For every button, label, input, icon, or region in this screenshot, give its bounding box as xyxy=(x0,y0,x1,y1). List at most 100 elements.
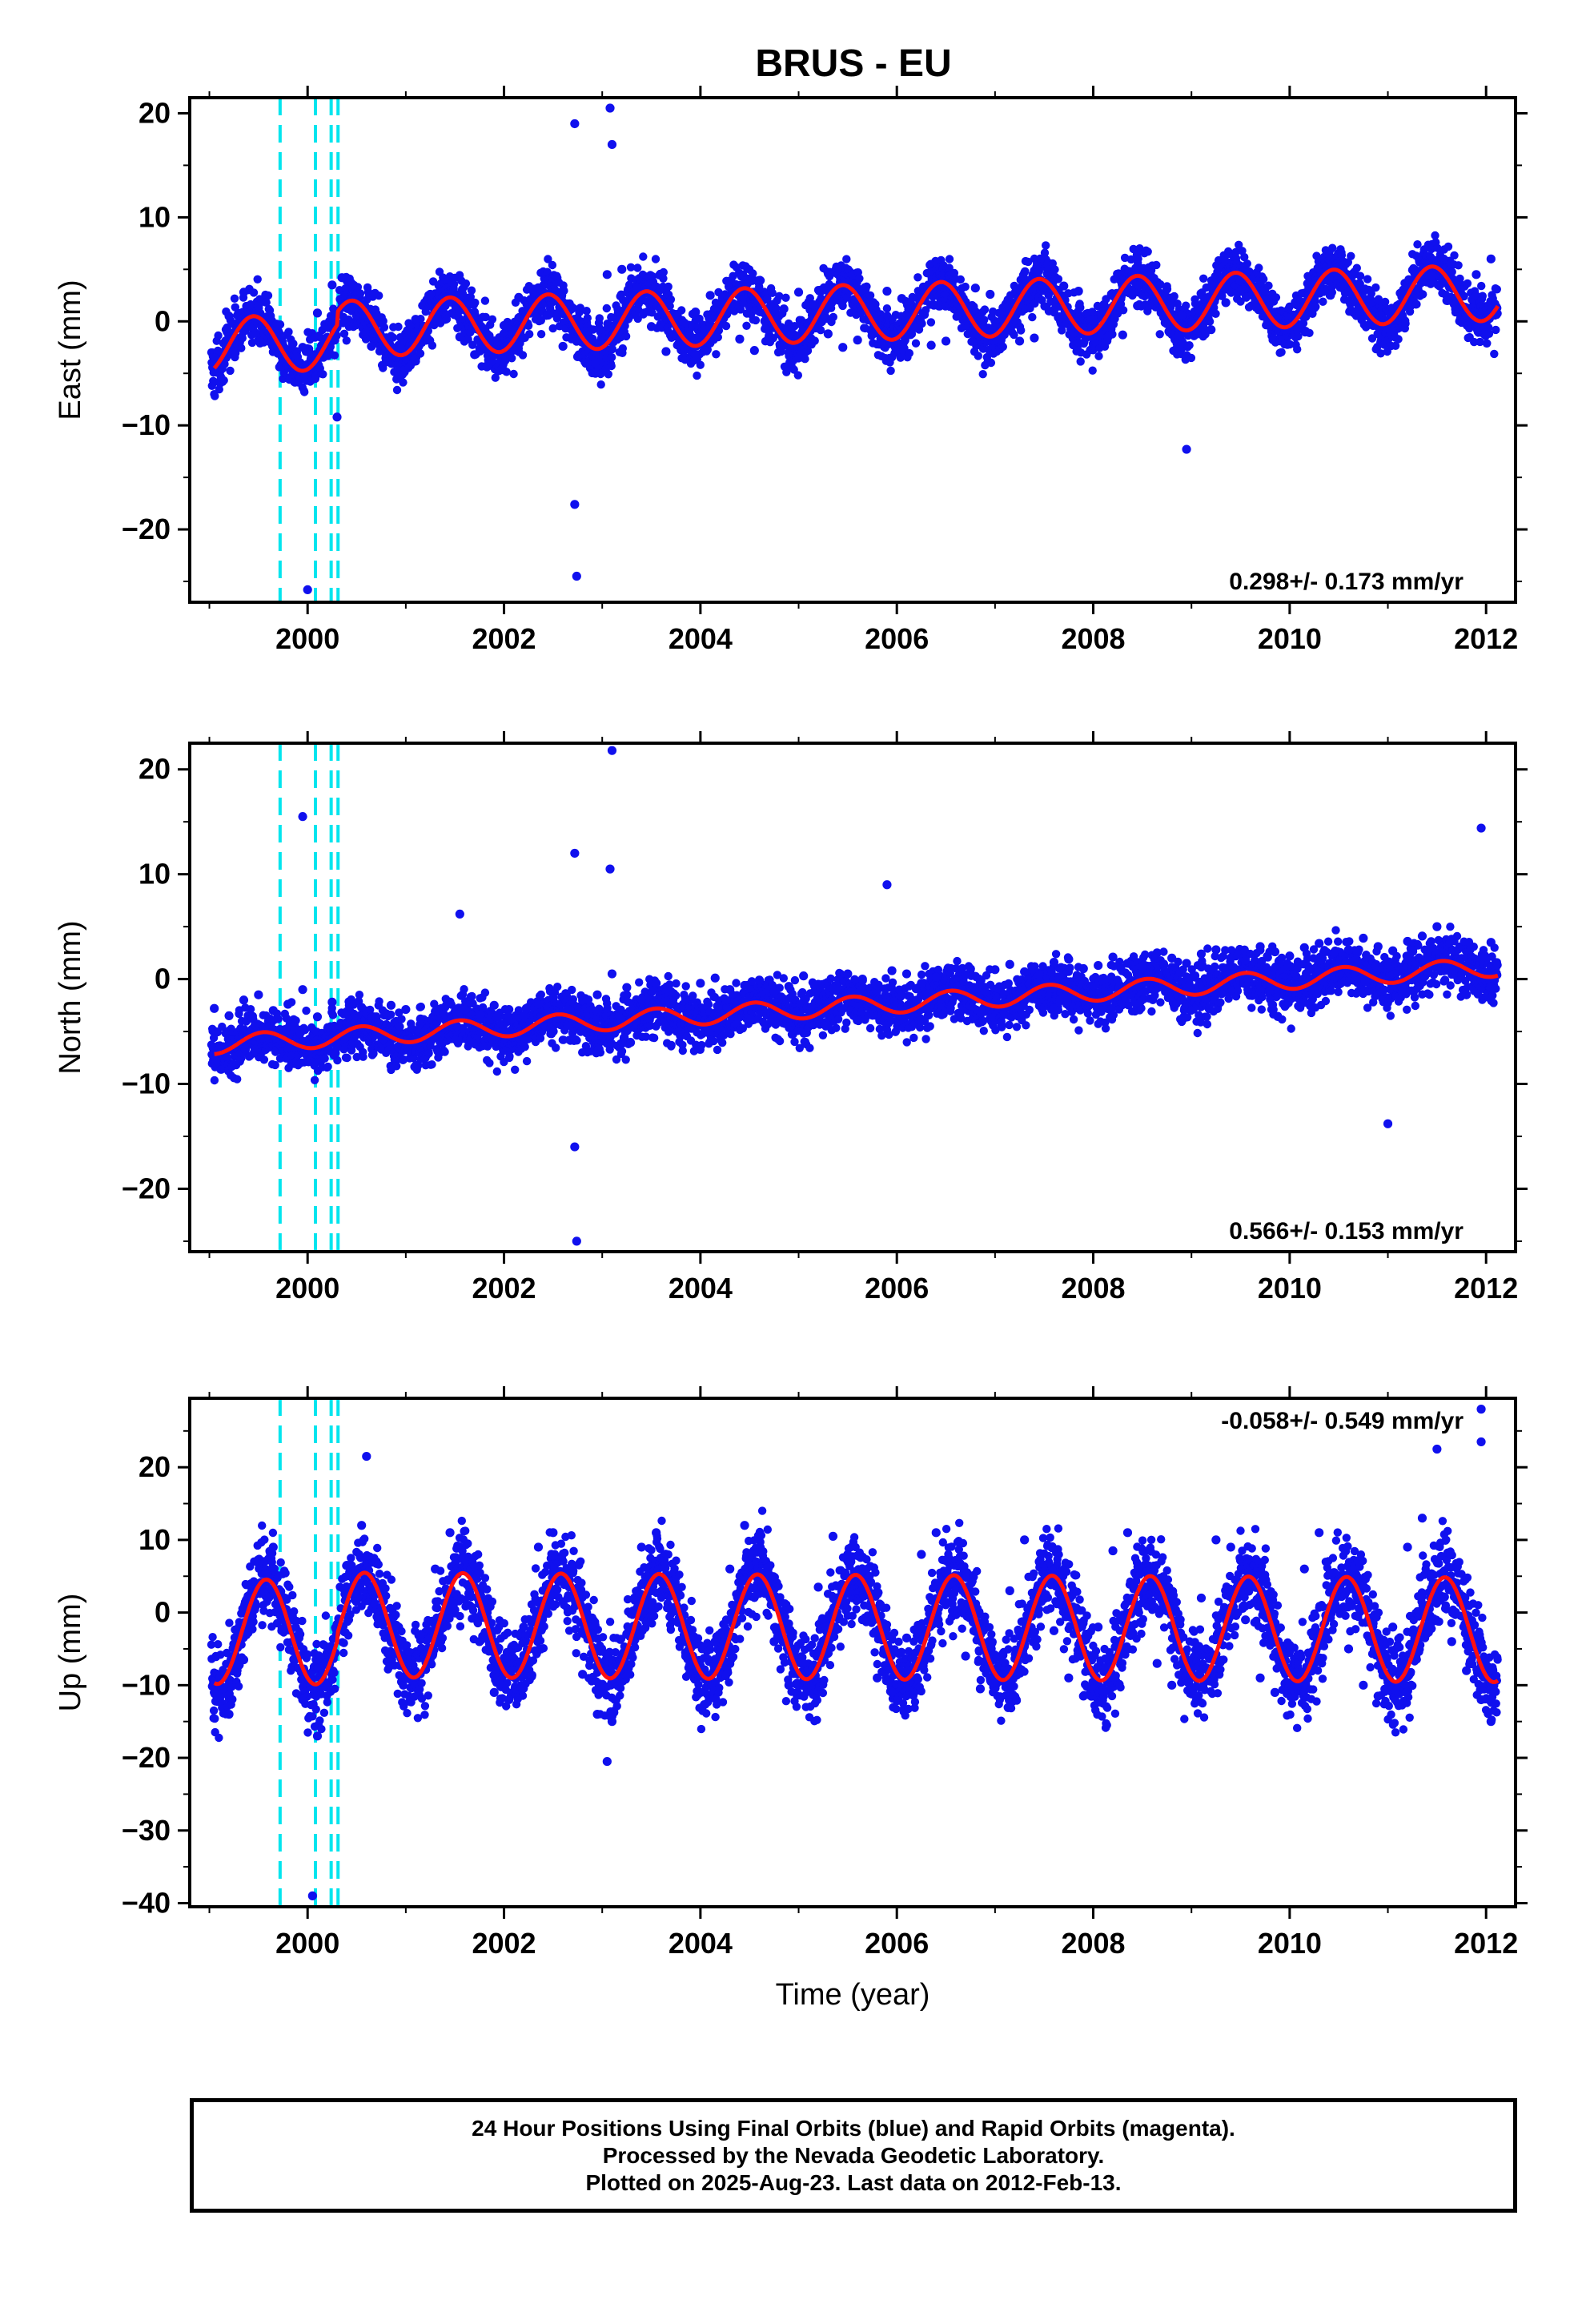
north-panel: 2000 2002 2004 2006 2008 2010 2012−20−1001020N… xyxy=(54,731,1528,1305)
east-data-point xyxy=(986,289,995,300)
east-data-point xyxy=(632,283,641,293)
east-data-point xyxy=(1305,328,1314,337)
east-data-point xyxy=(262,298,271,307)
east-data-point xyxy=(1118,306,1128,315)
east-y-tick-label: −20 xyxy=(122,513,171,545)
east-data-point xyxy=(855,274,864,283)
east-data-point xyxy=(560,286,568,296)
east-data-point xyxy=(572,352,583,362)
east-data-point xyxy=(790,322,799,331)
east-data-point xyxy=(639,252,648,261)
east-data-point xyxy=(607,353,616,362)
east-data-point xyxy=(466,292,475,301)
east-data-point xyxy=(1442,296,1452,305)
east-data-point xyxy=(1492,285,1502,294)
east-data-point xyxy=(379,323,389,332)
east-data-point xyxy=(1054,275,1063,283)
east-data-point xyxy=(853,336,862,345)
east-data-point xyxy=(886,366,895,376)
east-data-point xyxy=(518,351,528,360)
north-data-point xyxy=(333,1055,342,1065)
figure-title: BRUS - EU xyxy=(755,42,951,85)
east-data-point xyxy=(772,304,781,313)
north-data-point xyxy=(396,1022,404,1031)
east-velocity-label: 0.298+/- 0.173 mm/yr xyxy=(1229,569,1464,595)
east-data-point xyxy=(220,360,229,368)
east-data-point xyxy=(956,275,966,284)
east-data-point xyxy=(394,322,403,332)
east-data-point xyxy=(793,287,804,297)
east-data-point xyxy=(765,331,774,341)
east-y-tick-label: 0 xyxy=(155,304,171,337)
east-data-point xyxy=(1371,283,1380,292)
east-data-point xyxy=(576,304,584,312)
east-data-point xyxy=(1255,263,1263,272)
east-data-point xyxy=(284,328,293,336)
east-data-point xyxy=(275,320,285,329)
east-data-point xyxy=(514,292,524,303)
east-x-tick-label: 2000 xyxy=(275,622,339,655)
east-data-point xyxy=(1271,293,1281,302)
east-data-point xyxy=(468,340,477,349)
east-data-point xyxy=(1293,345,1302,354)
east-sample-points xyxy=(210,103,1496,595)
east-data-point xyxy=(259,338,268,347)
east-data-point xyxy=(775,292,784,300)
east-data-point xyxy=(342,336,351,345)
east-y-tick-label: −10 xyxy=(122,408,171,441)
east-x-tick-label: 2012 xyxy=(1454,622,1518,655)
east-data-point xyxy=(974,352,983,360)
east-data-point xyxy=(742,321,751,330)
east-data-point xyxy=(1311,302,1320,312)
east-data-point xyxy=(605,103,615,113)
east-data-point xyxy=(865,291,875,300)
east-data-point xyxy=(703,345,712,354)
north-data-point xyxy=(355,991,364,999)
east-data-point xyxy=(1076,303,1085,312)
east-data-point xyxy=(945,263,954,272)
east-data-point xyxy=(1162,284,1172,294)
east-data-point xyxy=(466,328,475,337)
east-data-point xyxy=(1076,357,1085,366)
east-data-point xyxy=(1486,254,1496,263)
east-data-point xyxy=(926,340,936,350)
north-data-point xyxy=(359,1052,367,1061)
east-data-point xyxy=(430,320,439,330)
east-data-point xyxy=(1483,339,1492,348)
east-data-point xyxy=(595,314,604,323)
east-data-point xyxy=(312,308,323,318)
east-data-point xyxy=(224,312,234,321)
east-data-point xyxy=(1221,298,1231,308)
east-data-point xyxy=(1088,366,1097,375)
east-x-tick-label: 2002 xyxy=(472,622,536,655)
east-data-point xyxy=(617,264,627,274)
east-data-point xyxy=(912,323,921,332)
north-data-point xyxy=(210,1076,219,1085)
east-data-point xyxy=(626,263,636,271)
east-data-point xyxy=(499,320,509,331)
east-data-point xyxy=(736,305,745,314)
east-data-point xyxy=(1478,292,1488,300)
east-data-point xyxy=(289,340,298,348)
north-data-point xyxy=(424,1049,433,1058)
east-data-point xyxy=(219,376,228,385)
east-data-point xyxy=(1177,310,1186,320)
east-data-point xyxy=(1118,330,1127,340)
east-data-point xyxy=(1185,341,1194,350)
east-data-point xyxy=(596,380,605,389)
east-data-point xyxy=(238,334,247,343)
east-data-point xyxy=(327,280,337,290)
east-data-point xyxy=(805,294,814,303)
east-data-point xyxy=(666,295,676,304)
east-data-point xyxy=(735,334,745,344)
east-data-point xyxy=(905,348,914,358)
east-data-point xyxy=(379,316,387,326)
east-data-point xyxy=(254,301,263,311)
east-data-point xyxy=(528,284,538,294)
east-data-point xyxy=(713,332,722,342)
east-data-point xyxy=(751,316,761,325)
east-data-point xyxy=(471,298,480,308)
east-data-point xyxy=(425,289,436,300)
east-data-point xyxy=(1419,290,1427,299)
